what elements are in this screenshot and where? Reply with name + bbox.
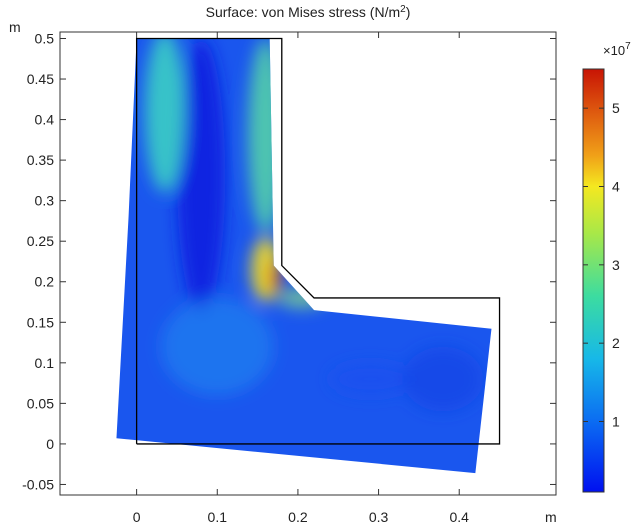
y-tick-label: 0.2: [35, 274, 55, 290]
stress-hotspot: [330, 362, 411, 396]
field-base: [116, 38, 492, 474]
stress-hotspot: [160, 297, 274, 396]
y-tick-label: 0.1: [35, 355, 55, 371]
colorbar-tick-label: 3: [612, 257, 620, 273]
y-tick-label: 0.45: [27, 71, 54, 87]
colorbar-tick-label: 2: [612, 335, 620, 351]
colorbar: 1 2 3 4 5 ×107: [582, 41, 631, 493]
y-axis-label: m: [9, 19, 21, 35]
x-tick-label: 0.4: [449, 509, 469, 525]
colorbar-tick-label: 1: [612, 414, 620, 430]
x-axis: 0 0.1 0.2 0.3 0.4: [133, 32, 469, 525]
y-tick-label: -0.05: [22, 476, 54, 492]
plot-frame: [59, 31, 557, 496]
colorbar-exponent: ×107: [603, 41, 631, 58]
y-tick-label: 0.35: [27, 152, 54, 168]
y-tick-label: 0.5: [35, 30, 55, 46]
x-tick-label: 0.1: [208, 509, 228, 525]
stress-hotspot: [270, 259, 281, 296]
y-tick-label: 0.3: [35, 193, 55, 209]
stress-field: [116, 38, 492, 474]
y-tick-label: 0.25: [27, 233, 54, 249]
undeformed-outline: [135, 37, 501, 445]
y-tick-label: 0.15: [27, 314, 54, 330]
x-tick-label: 0.3: [369, 509, 389, 525]
x-axis-label: m: [545, 509, 557, 525]
y-tick-label: 0.4: [35, 112, 55, 128]
stress-hotspot: [247, 38, 284, 234]
stress-hotspot: [176, 38, 226, 315]
x-tick-label: 0: [133, 509, 141, 525]
x-tick-label: 0.2: [288, 509, 308, 525]
y-tick-label: 0.05: [27, 395, 54, 411]
stress-hotspot: [402, 346, 484, 412]
colorbar-gradient: [582, 68, 605, 493]
chart-title: Surface: von Mises stress (N/m2): [206, 4, 411, 20]
y-tick-label: 0: [46, 436, 54, 452]
y-axis: 0.5 0.45 0.4 0.35 0.3 0.25 0.2 0.15 0.1 0.05 0 -0.0…: [22, 30, 556, 492]
stress-hotspot: [144, 38, 186, 193]
colorbar-tick-label: 4: [612, 179, 620, 195]
colorbar-tick-label: 5: [612, 100, 620, 116]
